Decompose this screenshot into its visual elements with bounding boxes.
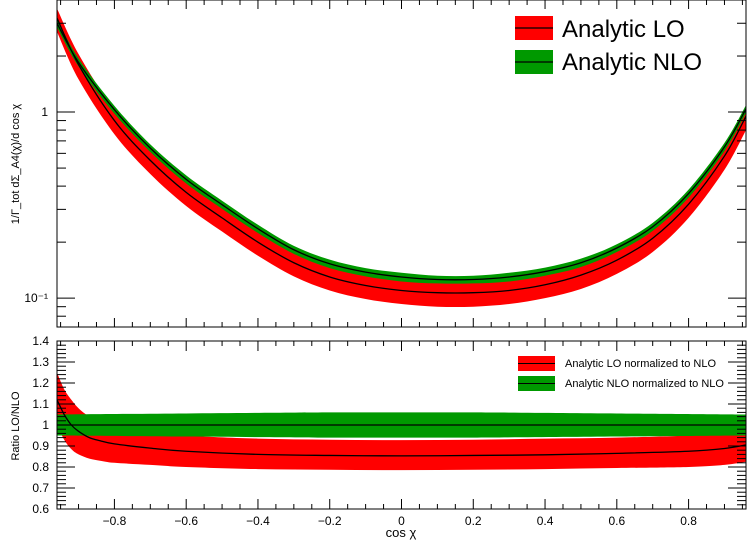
ratio-ytick-label: 1 xyxy=(42,418,49,432)
ratio-xtick-label: 0.6 xyxy=(608,514,625,528)
legend-label-nlo: Analytic NLO xyxy=(562,49,702,76)
ratio-ytick-label: 1.3 xyxy=(32,355,49,369)
main-ylabel: 1/Γ_tot dΣ_A4(χ)/d cos χ xyxy=(10,104,22,225)
ratio-panel: 0.6 0.7 0.8 0.9 1 1.1 1.2 1.3 1.4 −0.8 −0.6 −0.4 −0.… xyxy=(10,334,747,540)
main-band-analytic-lo xyxy=(57,8,746,308)
main-line-analytic-lo xyxy=(57,17,746,294)
main-ytick-label-0.1: 10⁻¹ xyxy=(24,291,48,305)
ratio-ytick-label: 0.9 xyxy=(32,439,49,453)
ratio-ytick-label: 1.1 xyxy=(32,397,49,411)
ratio-ytick-label: 0.7 xyxy=(32,481,49,495)
main-ytick-label-1: 1 xyxy=(41,105,48,119)
main-lines xyxy=(57,17,746,294)
ratio-ytick-label: 0.6 xyxy=(32,502,49,516)
ratio-xtick-label: −0.8 xyxy=(103,514,127,528)
ratio-ticks xyxy=(57,340,746,510)
ratio-ytick-label: 1.4 xyxy=(32,334,49,348)
ratio-ytick-label: 1.2 xyxy=(32,376,49,390)
main-panel: 1 10⁻¹ 1/Γ_tot dΣ_A4(χ)/d cos χ Analytic… xyxy=(10,0,747,328)
ratio-legend: Analytic LO normalized to NLO Analytic N… xyxy=(518,356,724,391)
ratio-line-analytic-lo-normalized-to-nlo xyxy=(57,399,746,457)
legend-label-lo: Analytic LO xyxy=(562,16,685,43)
ratio-band-analytic-lo-normalized-to-nlo xyxy=(57,372,746,471)
ratio-xtick-label: 0.8 xyxy=(680,514,697,528)
ratio-legend-label-lo: Analytic LO normalized to NLO xyxy=(565,358,716,370)
ratio-xtick-label: 0 xyxy=(398,514,405,528)
main-line-analytic-nlo xyxy=(57,22,746,281)
main-ticks xyxy=(57,0,746,327)
ratio-ylabel-text: Ratio LO/NLO xyxy=(10,391,22,461)
ratio-ylabel: Ratio LO/NLO xyxy=(10,391,22,461)
main-ylabel-text: 1/Γ_tot dΣ_A4(χ)/d cos χ xyxy=(10,104,22,225)
ratio-xtick-label: −0.4 xyxy=(246,514,270,528)
ratio-xlabel: cos χ xyxy=(386,525,417,540)
ratio-xtick-label: −0.6 xyxy=(174,514,198,528)
main-bands xyxy=(57,8,746,308)
ratio-xtick-label: 0.4 xyxy=(537,514,554,528)
ratio-ticklabels: 0.6 0.7 0.8 0.9 1 1.1 1.2 1.3 1.4 −0.8 −0.6 −0.4 −0.… xyxy=(32,334,697,528)
main-legend: Analytic LO Analytic NLO xyxy=(515,16,702,76)
ratio-lines xyxy=(57,399,746,457)
ratio-xtick-label: 0.2 xyxy=(465,514,482,528)
ratio-legend-label-nlo: Analytic NLO normalized to NLO xyxy=(565,378,724,390)
ratio-xtick-label: −0.2 xyxy=(318,514,342,528)
ratio-ytick-label: 0.8 xyxy=(32,460,49,474)
